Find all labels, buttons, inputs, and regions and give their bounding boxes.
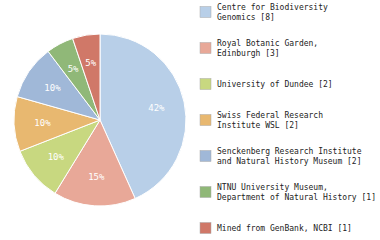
pie-slice	[73, 34, 100, 120]
legend-label: Mined from GenBank, NCBI [1]	[217, 224, 352, 233]
legend-label: Centre for BiodiversityGenomics [8]	[217, 3, 328, 22]
legend-label-line: Centre for Biodiversity	[217, 3, 328, 12]
legend-swatch	[200, 79, 211, 90]
legend-label-line: Edinburgh [3]	[217, 49, 280, 58]
legend-item: Centre for BiodiversityGenomics [8]	[200, 3, 328, 22]
legend-label-line: University of Dundee [2]	[217, 80, 333, 89]
legend-swatch	[200, 151, 211, 162]
slice-label: 10%	[44, 83, 61, 93]
legend-label-line: Royal Botanic Garden,	[217, 39, 318, 48]
legend-item: University of Dundee [2]	[200, 79, 333, 90]
legend-label: Senckenberg Research Instituteand Natura…	[217, 147, 362, 166]
legend-item: NTNU University Museum,Department of Nat…	[200, 183, 376, 202]
slice-label: 5%	[85, 58, 96, 68]
legend-swatch	[200, 223, 211, 234]
slice-label: 15%	[88, 172, 105, 182]
legend-label-line: NTNU University Museum,	[217, 183, 328, 192]
slice-label: 10%	[48, 152, 65, 162]
legend-swatch	[200, 187, 211, 198]
legend-label-line: Senckenberg Research Institute	[217, 147, 362, 156]
legend: Centre for BiodiversityGenomics [8] Royal…	[200, 3, 376, 234]
legend-label-line: Mined from GenBank, NCBI [1]	[217, 224, 352, 233]
legend-label: Swiss Federal ResearchInstitute WSL [2]	[217, 111, 323, 130]
slice-label: 10%	[34, 118, 51, 128]
pie	[14, 34, 186, 206]
legend-label-line: Institute WSL [2]	[217, 121, 299, 130]
legend-item: Senckenberg Research Instituteand Natura…	[200, 147, 362, 166]
slice-labels: 42% 15% 10% 10% 10% 5% 5%	[34, 58, 165, 182]
legend-swatch	[200, 115, 211, 126]
legend-swatch	[200, 7, 211, 18]
legend-label: NTNU University Museum,Department of Nat…	[217, 183, 376, 202]
legend-label: University of Dundee [2]	[217, 80, 333, 89]
legend-label-line: Genomics [8]	[217, 13, 275, 22]
legend-item: Mined from GenBank, NCBI [1]	[200, 223, 352, 234]
legend-swatch	[200, 43, 211, 54]
legend-label-line: and Natural History Museum [2]	[217, 157, 362, 166]
slice-label: 42%	[148, 103, 165, 113]
legend-label-line: Department of Natural History [1]	[217, 193, 376, 202]
legend-item: Royal Botanic Garden,Edinburgh [3]	[200, 39, 318, 58]
chart: 42% 15% 10% 10% 10% 5% 5% Centre for Biodiversi…	[0, 0, 380, 240]
legend-item: Swiss Federal ResearchInstitute WSL [2]	[200, 111, 323, 130]
legend-label-line: Swiss Federal Research	[217, 111, 323, 120]
legend-label: Royal Botanic Garden,Edinburgh [3]	[217, 39, 318, 58]
slice-label: 5%	[68, 64, 79, 74]
